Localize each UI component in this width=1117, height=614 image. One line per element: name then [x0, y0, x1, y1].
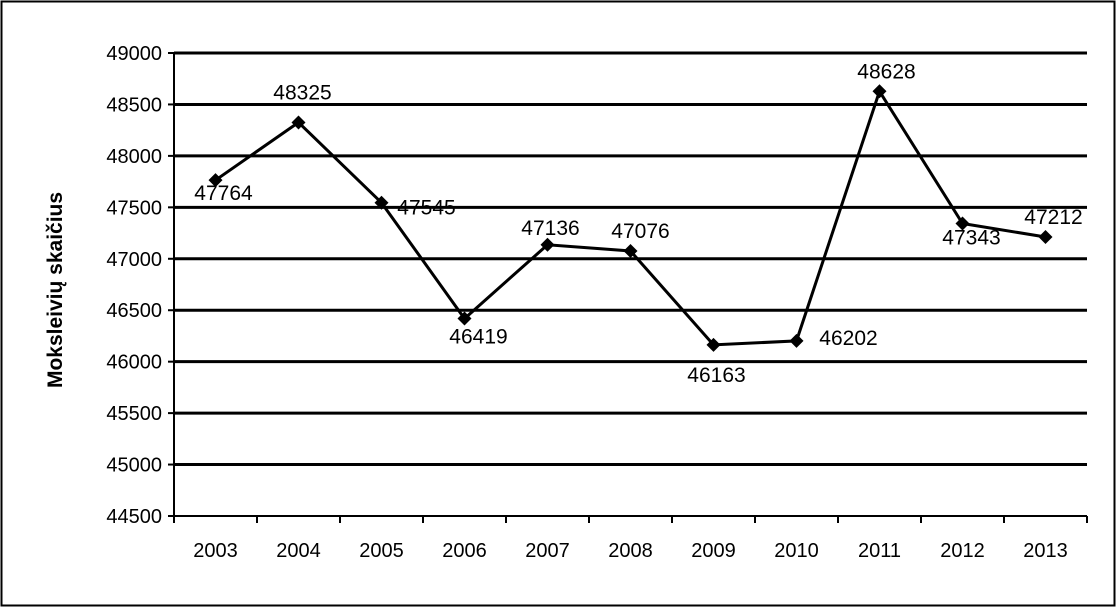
- y-tick-label: 47500: [106, 197, 162, 219]
- x-tick-label: 2005: [359, 540, 404, 562]
- y-tick-label: 46000: [106, 352, 162, 374]
- data-label: 47764: [194, 182, 253, 205]
- x-tick-label: 2006: [442, 540, 487, 562]
- data-labels: 47764 48325 47545 46419 47136 47076 46163 46202…: [194, 60, 1082, 387]
- data-label: 47343: [942, 226, 1000, 249]
- data-point: [291, 115, 306, 130]
- data-point: [789, 333, 804, 348]
- grid-lines: [174, 51, 1087, 467]
- y-tick-label: 44500: [106, 506, 162, 528]
- y-tick-label: 48500: [106, 94, 162, 116]
- x-tick-label: 2011: [858, 540, 901, 562]
- data-label: 47076: [611, 220, 669, 243]
- data-label: 46163: [687, 364, 745, 387]
- data-point: [457, 311, 472, 326]
- data-label: 48628: [857, 60, 915, 83]
- y-axis-title: Moksleivių skaičius: [44, 192, 67, 388]
- y-tick-labels: 44500 45000 45500 46000 46500 47000 47500 48000…: [106, 43, 162, 528]
- x-tick-label: 2003: [193, 540, 238, 562]
- y-tick-label: 49000: [106, 43, 162, 65]
- data-point: [872, 84, 887, 99]
- x-tick-label: 2008: [608, 540, 653, 562]
- x-tick-label: 2007: [525, 540, 570, 562]
- data-markers: [208, 84, 1053, 352]
- data-label: 48325: [273, 81, 331, 104]
- y-tick-label: 46500: [106, 300, 162, 322]
- y-tick-label: 45000: [106, 455, 162, 477]
- data-point: [955, 216, 970, 231]
- data-point: [623, 243, 638, 258]
- data-point: [540, 237, 555, 252]
- x-tick-label: 2013: [1023, 540, 1068, 562]
- x-tick-label: 2012: [940, 540, 985, 562]
- data-point: [706, 337, 721, 352]
- data-label: 47212: [1024, 206, 1082, 229]
- data-label: 46419: [449, 326, 507, 349]
- data-label: 46202: [819, 327, 877, 350]
- y-tick-label: 47000: [106, 249, 162, 271]
- x-tick-label: 2009: [691, 540, 736, 562]
- data-point: [208, 173, 223, 188]
- x-tick-label: 2004: [276, 540, 321, 562]
- data-point: [374, 195, 389, 210]
- data-label: 47545: [397, 197, 455, 220]
- axes: [168, 52, 1088, 523]
- data-point: [1038, 229, 1053, 244]
- data-label: 47136: [521, 217, 579, 240]
- y-tick-label: 48000: [106, 146, 162, 168]
- y-tick-label: 45500: [106, 403, 162, 425]
- x-tick-labels: 2003 2004 2005 2006 2007 2008 2009 2010 2011 2012…: [193, 540, 1068, 562]
- x-tick-label: 2010: [774, 540, 819, 562]
